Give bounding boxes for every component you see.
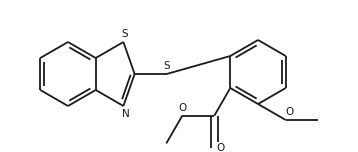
Text: N: N [122, 109, 129, 119]
Text: O: O [216, 143, 224, 152]
Text: S: S [121, 29, 128, 39]
Text: O: O [178, 103, 187, 113]
Text: O: O [286, 107, 294, 117]
Text: S: S [163, 61, 170, 71]
